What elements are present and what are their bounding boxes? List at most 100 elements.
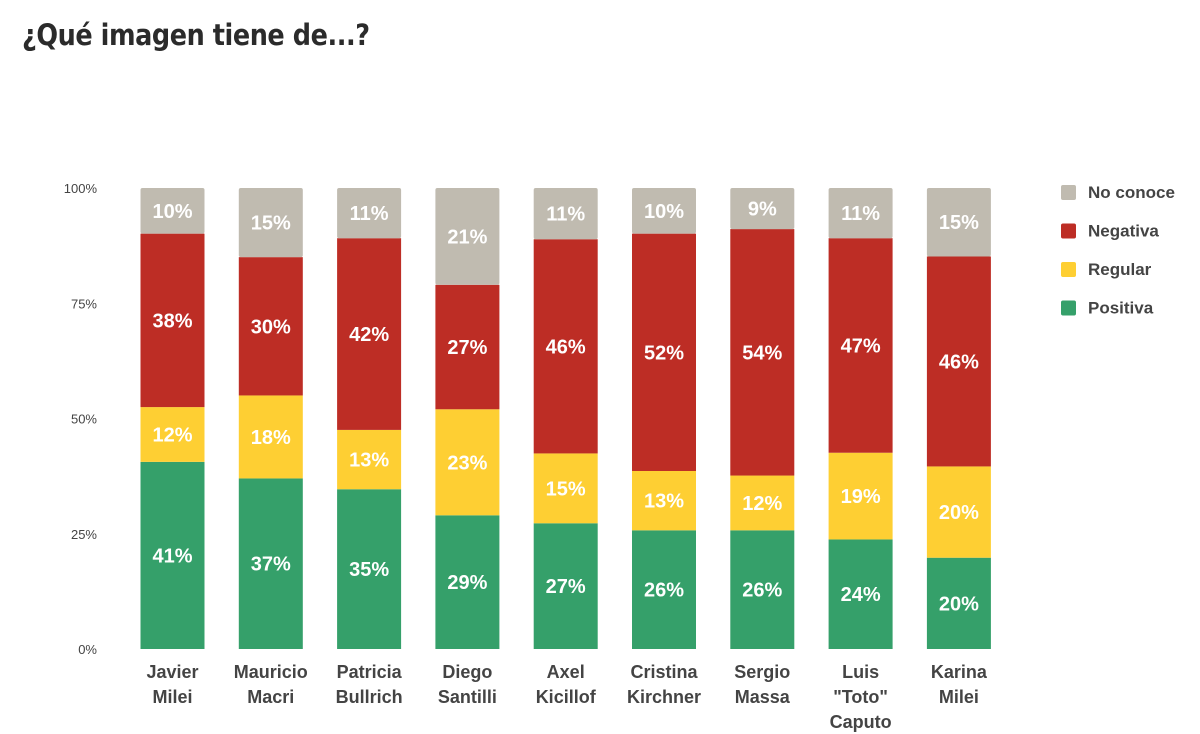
bar-stack: 27% 15% 46% 11%	[533, 188, 598, 649]
bar-segment-positiva	[337, 489, 402, 649]
bar-segment-regular	[140, 407, 205, 462]
data-label: 15%	[939, 212, 979, 234]
data-label: 27%	[546, 576, 586, 598]
data-label: 15%	[251, 213, 291, 235]
bar-segment-positiva	[730, 530, 795, 649]
legend-label: Positiva	[1088, 299, 1154, 318]
bar-segment-positiva	[632, 530, 696, 649]
legend-item: Positiva	[1061, 299, 1154, 318]
x-tick-label: Diego Santilli	[438, 662, 497, 707]
bar-segment-regular	[337, 429, 402, 490]
x-tick-label: Sergio Massa	[734, 662, 791, 707]
bar-segment-regular	[533, 453, 598, 524]
legend-swatch	[1061, 223, 1076, 239]
y-tick-label: 100%	[64, 181, 98, 196]
data-label: 10%	[152, 201, 192, 223]
bar-stack: 35% 13% 42% 11%	[337, 188, 402, 649]
bars: 41%12%38%10%37%18%30%15%35%13%42%11%29%2…	[140, 188, 991, 649]
data-label: 9%	[748, 199, 777, 221]
chart-title: ¿Qué imagen tiene de...?	[22, 18, 370, 52]
bar-segment-regular	[926, 466, 991, 558]
bar-segment-no-conoce	[337, 188, 402, 239]
bar-segment-negativa	[632, 233, 696, 471]
y-tick-label: 25%	[71, 527, 97, 542]
legend-item: Negativa	[1061, 222, 1159, 241]
bar-stack: 24% 19% 47% 11%	[828, 188, 893, 649]
data-label: 27%	[447, 337, 487, 359]
bar-segment-regular	[730, 475, 795, 531]
bar-segment-negativa	[337, 238, 402, 430]
data-label: 13%	[644, 491, 684, 513]
data-label: 42%	[349, 324, 389, 346]
bar-segment-no-conoce	[533, 188, 598, 240]
data-label: 29%	[447, 572, 487, 594]
bar-segment-negativa	[828, 238, 893, 453]
bar-segment-positiva	[238, 478, 303, 649]
bar-stack: 37% 18% 30% 15%	[238, 188, 303, 649]
bar-segment-no-conoce	[435, 188, 500, 285]
data-label: 18%	[251, 427, 291, 449]
legend: No conoce Negativa Regular Positiva	[1061, 183, 1175, 318]
bar-segment-positiva	[533, 523, 598, 649]
legend-label: Regular	[1088, 260, 1152, 279]
bar-segment-positiva	[828, 539, 893, 649]
legend-swatch	[1061, 300, 1076, 316]
data-label: 52%	[644, 342, 684, 364]
data-label: 20%	[939, 593, 979, 615]
bar-segment-negativa	[730, 229, 795, 476]
bar-segment-negativa	[926, 256, 991, 467]
bar-segment-negativa	[435, 284, 500, 410]
bar-segment-no-conoce	[926, 188, 991, 257]
bar-stack: 41% 12% 38% 10%	[140, 188, 205, 649]
data-label: 46%	[546, 336, 586, 358]
x-tick-label: Axel Kicillof	[536, 662, 597, 707]
bar-segment-regular	[828, 452, 893, 540]
x-tick-label: Mauricio Macri	[234, 662, 308, 707]
data-label: 26%	[742, 580, 782, 602]
legend-swatch	[1061, 185, 1076, 200]
bar-segment-no-conoce	[828, 188, 893, 239]
x-tick-label: Javier Milei	[146, 662, 198, 707]
data-label: 11%	[546, 204, 585, 226]
legend-swatch	[1061, 262, 1076, 277]
bar-segment-positiva	[435, 515, 500, 649]
data-label: 23%	[447, 452, 487, 474]
data-label: 37%	[251, 554, 291, 576]
x-axis: Javier Milei Mauricio Macri Patricia Bullrich…	[146, 662, 987, 732]
data-label: 11%	[841, 203, 880, 225]
bar-segment-no-conoce	[238, 188, 303, 258]
bar-segment-negativa	[140, 233, 205, 408]
data-label: 47%	[841, 335, 881, 357]
y-axis: 0% 25% 50% 75% 100%	[64, 181, 98, 657]
data-label: 46%	[939, 351, 979, 373]
data-label: 30%	[251, 316, 291, 338]
y-tick-label: 75%	[71, 296, 97, 311]
bar-segment-positiva	[140, 461, 205, 649]
legend-item: No conoce	[1061, 183, 1175, 202]
legend-item: Regular	[1061, 260, 1152, 279]
data-label: 26%	[644, 580, 684, 602]
legend-label: Negativa	[1088, 222, 1159, 241]
data-label: 10%	[644, 201, 684, 223]
x-tick-label: Karina Milei	[931, 662, 988, 707]
bar-segment-no-conoce	[140, 188, 205, 234]
data-label: 13%	[349, 450, 389, 472]
x-tick-label: Patricia Bullrich	[336, 662, 403, 707]
data-label: 19%	[841, 486, 881, 508]
data-label: 11%	[350, 203, 389, 225]
data-label: 21%	[447, 226, 487, 248]
x-tick-label: Cristina Kirchner	[627, 662, 701, 707]
data-label: 41%	[152, 545, 192, 567]
y-tick-label: 50%	[71, 412, 97, 427]
bar-segment-negativa	[238, 257, 303, 396]
legend-label: No conoce	[1088, 183, 1175, 202]
y-tick-label: 0%	[78, 642, 97, 657]
bar-segment-regular	[238, 395, 303, 479]
data-label: 24%	[841, 584, 881, 606]
bar-segment-negativa	[533, 239, 598, 454]
data-label: 35%	[349, 559, 389, 581]
x-tick-label: Luis "Toto" Caputo	[830, 662, 892, 732]
data-label: 12%	[152, 424, 192, 446]
bar-stack: 26% 12% 54% 9%	[730, 188, 795, 649]
